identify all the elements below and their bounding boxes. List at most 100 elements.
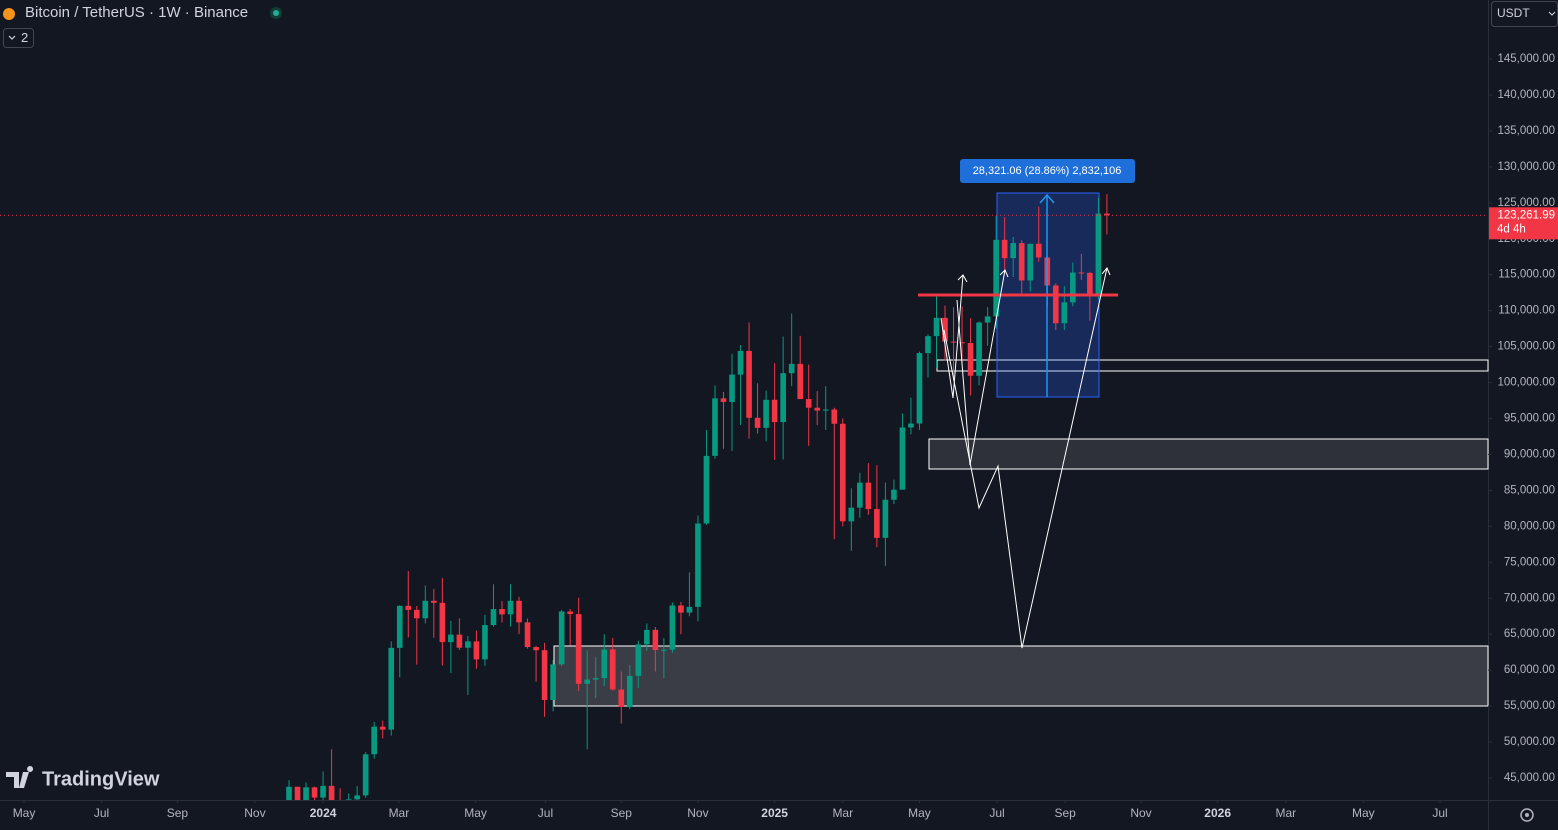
- candle-body: [541, 650, 548, 700]
- candles: [286, 194, 1110, 800]
- settings-button[interactable]: [1520, 808, 1534, 822]
- candle-body: [592, 678, 599, 680]
- candle-body: [286, 786, 292, 800]
- candle-body: [763, 399, 769, 428]
- currency-label: USDT: [1497, 6, 1530, 20]
- x-tick-label: Nov: [687, 806, 708, 820]
- measure-arrowhead: [1039, 193, 1055, 204]
- candle-body: [1052, 285, 1059, 324]
- y-tick-label: 105,000.00: [1497, 341, 1555, 353]
- y-tick-label: 130,000.00: [1497, 161, 1555, 173]
- candle-body: [379, 726, 386, 730]
- currency-chevron: [1548, 11, 1556, 16]
- indicators-toggle[interactable]: [3, 28, 34, 48]
- y-tick-label: 65,000.00: [1504, 628, 1555, 640]
- candle-body: [362, 754, 369, 796]
- x-tick-label: May: [1352, 806, 1375, 820]
- path-drawing: [956, 269, 1006, 466]
- x-tick-label: 2026: [1204, 806, 1231, 820]
- symbol-title[interactable]: Bitcoin / TetherUS · 1W · Binance: [25, 4, 248, 21]
- candle-body: [1035, 243, 1042, 258]
- candle-body: [1001, 239, 1008, 259]
- candle-body: [848, 507, 855, 522]
- candle-body: [1010, 243, 1016, 259]
- y-tick-label: 70,000.00: [1504, 592, 1555, 604]
- path-arrowhead: [1101, 267, 1111, 276]
- support-zone: [553, 645, 1489, 707]
- y-tick-label: 135,000.00: [1497, 125, 1555, 137]
- candle-body: [516, 600, 522, 623]
- candle-body: [413, 609, 420, 619]
- candle-body: [874, 509, 880, 538]
- x-tick-label: Mar: [1275, 806, 1296, 820]
- y-tick-label: 100,000.00: [1497, 377, 1555, 389]
- candle-body: [354, 795, 360, 800]
- candle-body: [448, 634, 454, 643]
- candle-body: [490, 609, 497, 626]
- candle-body: [345, 799, 352, 800]
- candle-body: [788, 363, 795, 374]
- candle-body: [661, 649, 667, 651]
- demand-zone: [928, 438, 1489, 470]
- candle-body: [899, 427, 906, 490]
- logo-mark: [6, 766, 34, 788]
- candle-body: [891, 489, 897, 500]
- candle-body: [567, 611, 573, 615]
- y-tick-label: 50,000.00: [1504, 736, 1555, 748]
- x-tick-label: Mar: [832, 806, 853, 820]
- candle-body: [780, 373, 786, 423]
- candle-body: [1018, 243, 1025, 281]
- x-tick-label: May: [13, 806, 36, 820]
- candle-body: [618, 689, 625, 708]
- market-status-dot: [273, 10, 279, 16]
- candle-body: [984, 316, 991, 323]
- candle-body: [678, 605, 684, 613]
- candle-body: [396, 605, 403, 648]
- path-arrowhead: [999, 269, 1009, 278]
- candle-body: [967, 343, 974, 376]
- y-tick-label: 110,000.00: [1498, 305, 1555, 317]
- candle-body: [925, 336, 931, 354]
- candle-body: [1061, 302, 1068, 324]
- x-tick-label: 2025: [761, 806, 788, 820]
- x-tick-label: Jul: [538, 806, 553, 820]
- candle-body: [558, 611, 565, 665]
- candle-body: [695, 523, 701, 607]
- candle-body: [857, 482, 863, 508]
- x-tick-label: May: [464, 806, 487, 820]
- candle-body: [950, 341, 957, 343]
- candle-body: [601, 649, 608, 679]
- candle-body: [644, 629, 650, 645]
- x-tick-label: Nov: [244, 806, 265, 820]
- path-arrowhead: [957, 274, 968, 283]
- candle-body: [729, 374, 735, 402]
- candle-body: [1104, 213, 1110, 216]
- x-tick-label: Sep: [611, 806, 633, 820]
- candle-body: [839, 423, 846, 522]
- candle-body: [737, 350, 744, 375]
- y-tick-label: 60,000.00: [1504, 664, 1555, 676]
- y-tick-label: 125,000.00: [1497, 197, 1555, 209]
- path-drawing: [940, 274, 964, 399]
- watermark: TradingView: [42, 768, 160, 790]
- y-tick-label: 95,000.00: [1504, 413, 1555, 425]
- candle-body: [1087, 272, 1093, 296]
- indicators-count: 2: [21, 30, 28, 45]
- y-tick-label: 90,000.00: [1504, 448, 1555, 460]
- candle-body: [1078, 272, 1085, 274]
- x-tick-label: Sep: [1054, 806, 1076, 820]
- path-drawing: [943, 267, 1108, 649]
- candle-body: [524, 622, 531, 648]
- y-tick-label: 75,000.00: [1504, 556, 1555, 568]
- y-tick-label: 145,000.00: [1497, 53, 1555, 65]
- candle-body: [908, 423, 914, 428]
- candle-body: [959, 342, 965, 344]
- candle-body: [797, 363, 804, 400]
- measure-label-box: [960, 159, 1135, 183]
- candle-body: [550, 664, 556, 700]
- candle-body: [320, 785, 326, 798]
- candle-body: [465, 641, 471, 648]
- candle-body: [652, 629, 659, 651]
- candle-body: [473, 641, 480, 660]
